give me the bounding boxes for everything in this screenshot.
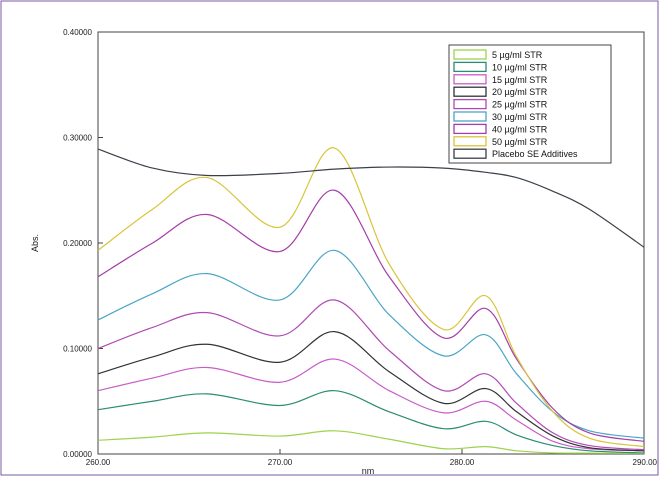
x-axis-ticks: 260.00 270.00 280.00 290.00 [86, 449, 658, 467]
legend-swatch [453, 98, 487, 110]
x-tick-label: 280.00 [450, 458, 475, 467]
x-tick-label: 260.00 [86, 458, 111, 467]
legend-swatch [453, 49, 487, 60]
series-line-6 [97, 189, 645, 442]
legend-label: 25 µg/ml STR [492, 100, 548, 110]
y-axis-label: Abs. [30, 234, 40, 252]
y-tick-label: 0.00000 [63, 450, 92, 459]
legend: 5 µg/ml STR 10 µg/ml STR 15 µg/ml STR 20 µg… [448, 44, 612, 164]
series-line-2 [97, 358, 645, 452]
y-tick-label: 0.30000 [63, 134, 92, 143]
legend-swatch [453, 111, 487, 122]
series-line-8 [97, 148, 645, 248]
legend-label: 5 µg/ml STR [492, 50, 543, 60]
x-tick-label: 290.00 [633, 458, 658, 467]
y-tick-label: 0.10000 [63, 345, 92, 354]
x-tick-label: 270.00 [268, 458, 293, 467]
legend-swatch [453, 86, 487, 97]
legend-swatch [453, 136, 487, 147]
series-line-1 [97, 390, 645, 454]
legend-label: 50 µg/ml STR [492, 137, 548, 147]
legend-label: 30 µg/ml STR [492, 112, 548, 122]
legend-label: 10 µg/ml STR [492, 62, 548, 72]
legend-label: 20 µg/ml STR [492, 87, 548, 97]
legend-swatch [453, 74, 487, 85]
y-tick-label: 0.20000 [63, 239, 92, 248]
legend-label: Placebo SE Additives [492, 149, 578, 159]
legend-label: 40 µg/ml STR [492, 124, 548, 134]
legend-swatch [453, 61, 487, 73]
legend-swatch [453, 148, 487, 159]
legend-swatch [453, 123, 487, 135]
series-line-7 [97, 147, 645, 448]
series-line-3 [97, 331, 645, 452]
series-layer [97, 147, 645, 455]
series-line-4 [97, 299, 645, 451]
x-axis-label: nm [362, 466, 375, 476]
series-line-0 [97, 430, 645, 455]
legend-label: 15 µg/ml STR [492, 75, 548, 85]
y-tick-label: 0.40000 [63, 28, 92, 37]
